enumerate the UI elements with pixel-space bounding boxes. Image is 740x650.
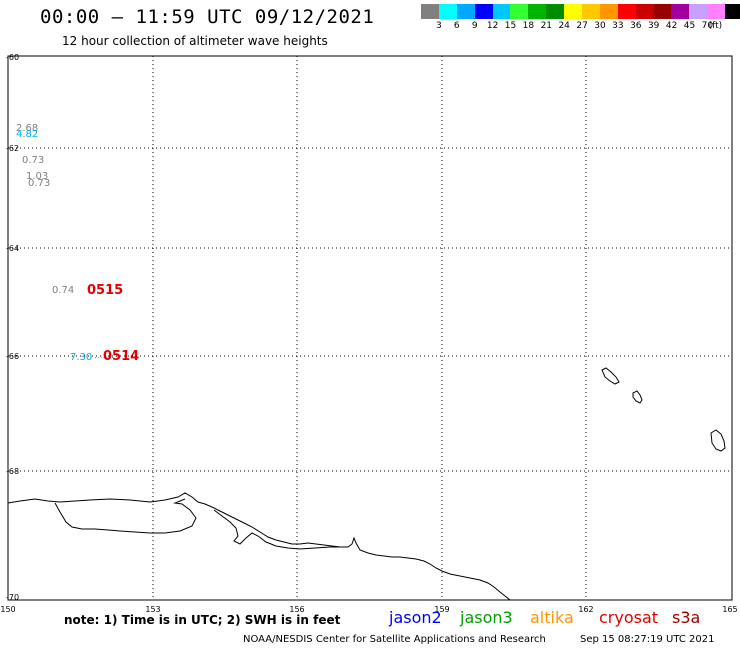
color-swatch (510, 4, 529, 19)
color-swatch (599, 4, 618, 19)
scale-tick-label: 9 (471, 21, 478, 31)
wave-height-obs: 2.68 (16, 123, 38, 134)
pass-time-label: 0514 (103, 349, 139, 364)
map-frame (7, 55, 733, 601)
color-swatch (707, 4, 726, 19)
scale-unit-label: (ft) (708, 21, 723, 31)
wave-height-obs: 0.73 (28, 178, 50, 189)
lon-label-153: 153 (145, 605, 160, 614)
color-swatch (474, 4, 493, 19)
color-swatch (528, 4, 547, 19)
lat-label-70: -70 (6, 593, 19, 602)
antarctic-coastline (7, 492, 511, 601)
credit-line: NOAA/NESDIS Center for Satellite Applica… (243, 634, 546, 645)
satellite-legend-jason2: jason2 (389, 608, 442, 627)
longitude-gridlines (152, 56, 587, 600)
island-1 (601, 367, 620, 385)
color-swatch (421, 4, 439, 19)
generation-timestamp: Sep 15 08:27:19 UTC 2021 (580, 634, 715, 645)
lat-label-62: -62 (6, 144, 19, 153)
coastline-inlet (54, 498, 197, 534)
footer-note: note: 1) Time is in UTC; 2) SWH is in fe… (64, 613, 341, 627)
lat-label-66: -66 (6, 352, 19, 361)
lat-label-64: -64 (6, 244, 19, 253)
wave-height-obs: 4.82 (16, 129, 38, 140)
color-swatch (653, 4, 672, 19)
wave-height-obs: 0.73 (22, 155, 44, 166)
map-title: 00:00 – 11:59 UTC 09/12/2021 (40, 6, 375, 28)
color-swatch (456, 4, 475, 19)
lat-label-68: -68 (6, 467, 19, 476)
scale-tick-label: 3 (436, 21, 442, 31)
wave-height-obs: 0.74 (52, 285, 74, 296)
coastline-bay-east (213, 509, 345, 550)
wave-height-obs: 1.03 (26, 171, 48, 182)
scale-tick-label: 70 (701, 21, 714, 31)
scale-tick-label: 12 (486, 21, 499, 31)
lat-label-60: -60 (6, 53, 19, 62)
color-scale-legend (421, 4, 740, 19)
color-scale-labels: 3 6 9 12 15 18 21 24 27 30 33 36 39 42 45 70 (ft) (421, 21, 740, 33)
color-swatch (582, 4, 600, 19)
color-swatch (671, 4, 690, 19)
color-swatch (492, 4, 511, 19)
scale-tick-label: 24 (558, 21, 570, 31)
map-subtitle: 12 hour collection of altimeter wave hei… (62, 34, 328, 48)
lon-label-150: 150 (0, 605, 15, 614)
pass-time-label: 0515 (87, 283, 123, 298)
latitude-gridlines (8, 147, 732, 472)
scale-tick-label: 42 (665, 21, 678, 31)
color-swatch (635, 4, 654, 19)
scale-tick-label: 30 (594, 21, 606, 31)
color-swatch (438, 4, 457, 19)
satellite-legend-cryosat: cryosat (599, 608, 659, 627)
color-swatch (725, 4, 740, 19)
satellite-legend-s3a: s3a (672, 608, 701, 627)
wave-height-obs: 7.30 (70, 352, 92, 363)
color-swatch (617, 4, 636, 19)
scale-tick-label: 15 (504, 21, 517, 31)
color-swatch (689, 4, 708, 19)
color-swatch (564, 4, 583, 19)
scale-tick-label: 21 (540, 21, 553, 31)
satellite-legend-jason3: jason3 (460, 608, 513, 627)
scale-tick-label: 33 (612, 21, 624, 31)
scale-tick-label: 45 (683, 21, 696, 31)
lon-label-162: 162 (578, 605, 593, 614)
color-swatch (546, 4, 565, 19)
scale-tick-label: 27 (576, 21, 588, 31)
lon-label-156: 156 (289, 605, 304, 614)
scale-tick-label: 18 (522, 21, 535, 31)
scale-tick-label: 36 (630, 21, 642, 31)
lon-label-159: 159 (434, 605, 449, 614)
satellite-legend-altika: altika (530, 608, 574, 627)
island-2 (632, 390, 643, 404)
scale-tick-label: 39 (647, 21, 660, 31)
track-dots: ....... (94, 351, 114, 361)
scale-tick-label: 6 (453, 21, 460, 31)
island-3 (710, 429, 726, 452)
lon-label-165: 165 (722, 605, 737, 614)
